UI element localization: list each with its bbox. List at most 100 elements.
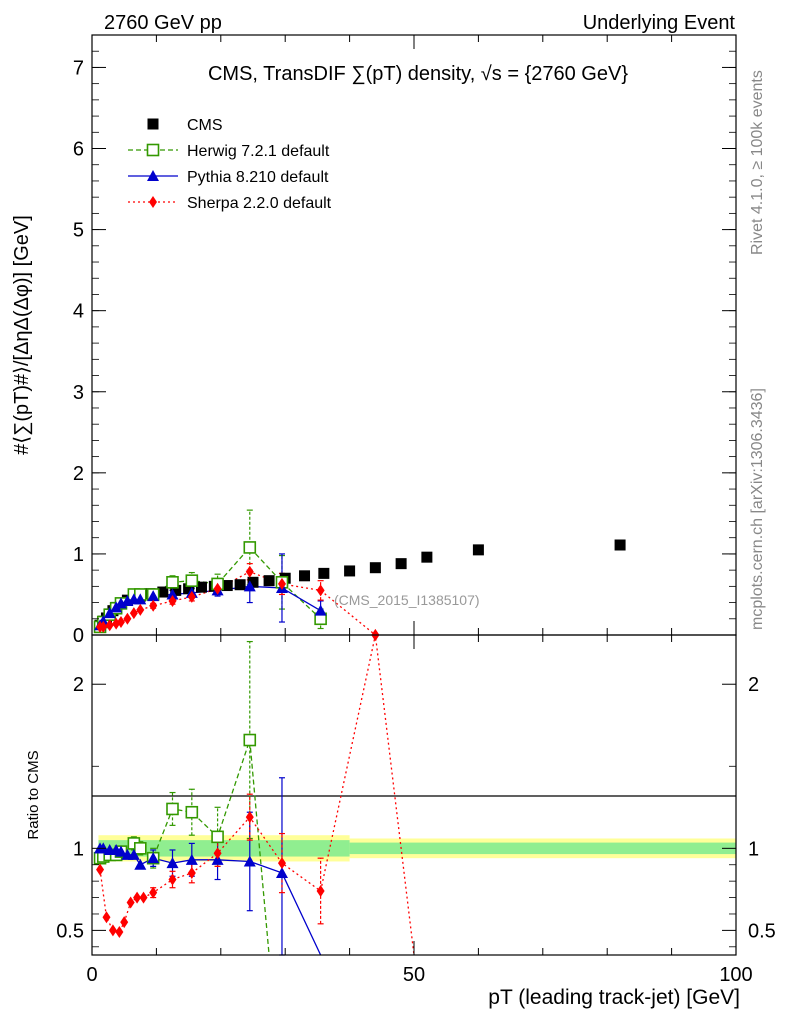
legend-label-pythia-8-210-default: Pythia 8.210 default — [187, 169, 329, 186]
legend-label-herwig-7-2-1-default: Herwig 7.2.1 default — [187, 143, 330, 160]
main-ytick-label: 7 — [73, 57, 84, 79]
main-point-cms — [299, 570, 311, 582]
main-point-cms — [221, 580, 233, 592]
main-point-sherpa-2-2-0-default — [123, 612, 132, 625]
ratio-ytick-label-right: 1 — [748, 838, 759, 860]
ratio-xtick-label: 0 — [86, 964, 97, 986]
ratio-point-herwig-7-2-1-default — [166, 802, 179, 816]
main-point-cms — [157, 586, 169, 598]
main-point-sherpa-2-2-0-default — [99, 620, 108, 633]
main-point-pythia-8-210-default — [166, 588, 179, 600]
ratio-point-pythia-8-210-default — [211, 853, 224, 865]
analysis-watermark: (CMS_2015_I1385107) — [334, 592, 480, 608]
ratio-point-sherpa-2-2-0-default — [213, 847, 222, 860]
main-point-cms — [263, 575, 275, 587]
main-ytick-label: 4 — [73, 301, 84, 323]
main-point-cms — [195, 581, 207, 593]
ratio-point-pythia-8-210-default — [166, 857, 179, 869]
main-ytick-label: 0 — [73, 625, 84, 647]
main-point-cms — [170, 584, 182, 596]
legend: CMS Herwig 7.2.1 default Pythia 8.210 defa… — [128, 117, 332, 212]
legend-marker-cms — [147, 118, 159, 130]
main-point-cms — [247, 576, 259, 588]
ratio-point-pythia-8-210-default — [114, 845, 127, 857]
main-point-sherpa-2-2-0-default — [129, 607, 138, 620]
ratio-xtick-label: 50 — [403, 964, 425, 986]
main-ytick-label: 3 — [73, 382, 84, 404]
main-point-herwig-7-2-1-default — [166, 575, 179, 589]
ratio-frame — [91, 634, 737, 956]
ratio-point-sherpa-2-2-0-default — [316, 885, 325, 897]
ratio-point-herwig-7-2-1-default — [134, 842, 147, 855]
main-point-cms — [183, 583, 195, 595]
main-point-sherpa-2-2-0-default — [316, 584, 325, 597]
ratio-y-axis-label: Ratio to CMS — [25, 750, 42, 839]
main-title: CMS, TransDIF ∑(pT) density, √s = {2760 … — [208, 63, 628, 85]
ratio-reference-bands — [98, 835, 736, 862]
main-panel: 0 1 2 3 4 5 6 7 CMS, TransDIF ∑(pT) density, √s… — [11, 34, 737, 647]
legend-marker-pythia-8-210-default — [147, 170, 159, 181]
main-point-pythia-8-210-default — [314, 604, 327, 616]
main-point-pythia-8-210-default — [134, 593, 147, 605]
legend-marker-herwig-7-2-1-default — [146, 143, 160, 157]
main-ytick-label: 5 — [73, 220, 84, 242]
main-y-axis-label: #⟨∑(pT)#⟩/[ΔηΔ(Δφ)] [GeV] — [11, 215, 33, 455]
ratio-point-sherpa-2-2-0-default — [149, 886, 158, 899]
ratio-point-sherpa-2-2-0-default — [120, 916, 129, 929]
ratio-point-sherpa-2-2-0-default — [245, 811, 254, 824]
ratio-line-sherpa-2-2-0-default — [99, 634, 415, 956]
ratio-point-pythia-8-210-default — [147, 852, 160, 864]
ratio-point-sherpa-2-2-0-default — [96, 863, 105, 876]
main-point-cms — [318, 567, 330, 579]
main-ytick-label: 2 — [73, 463, 84, 485]
ratio-point-sherpa-2-2-0-default — [277, 857, 286, 870]
ratio-ytick-label: 0.5 — [56, 920, 84, 942]
ratio-point-sherpa-2-2-0-default — [108, 924, 117, 937]
ratio-xtick-label: 100 — [719, 964, 752, 986]
ratio-series-lines — [99, 634, 415, 956]
ratio-axis-ticks: 0.5 0.5 1 1 2 2 0 50 100 — [56, 635, 776, 986]
ratio-point-herwig-7-2-1-default — [243, 733, 257, 747]
main-point-sherpa-2-2-0-default — [213, 582, 222, 595]
ratio-point-pythia-8-210-default — [185, 853, 198, 865]
header-left: 2760 GeV pp — [104, 12, 222, 34]
ratio-point-sherpa-2-2-0-default — [126, 896, 135, 909]
rivet-label: Rivet 4.1.0, ≥ 100k events — [749, 70, 766, 255]
x-axis-label: pT (leading track-jet) [GeV] — [488, 986, 740, 1009]
main-point-cms — [369, 562, 381, 574]
ratio-ytick-label: 2 — [73, 674, 84, 696]
ratio-point-sherpa-2-2-0-default — [187, 866, 196, 879]
main-point-sherpa-2-2-0-default — [245, 565, 254, 578]
main-point-sherpa-2-2-0-default — [187, 590, 196, 603]
main-markers — [93, 539, 626, 641]
ratio-point-pythia-8-210-default — [134, 858, 147, 870]
ratio-point-sherpa-2-2-0-default — [139, 891, 148, 904]
main-point-cms — [421, 551, 433, 563]
main-point-pythia-8-210-default — [103, 607, 116, 619]
main-point-cms — [344, 565, 356, 577]
legend-label-cms: CMS — [187, 117, 223, 134]
ratio-point-pythia-8-210-default — [243, 855, 256, 867]
legend-marker-sherpa-2-2-0-default — [149, 196, 157, 208]
ratio-band-inner — [349, 842, 736, 855]
main-ytick-label: 1 — [73, 544, 84, 566]
ratio-point-herwig-7-2-1-default — [211, 830, 224, 844]
main-axis-ticks: 0 1 2 3 4 5 6 7 — [73, 35, 737, 647]
main-point-sherpa-2-2-0-default — [277, 577, 286, 590]
main-point-sherpa-2-2-0-default — [116, 616, 125, 629]
ratio-error-bars — [130, 640, 324, 956]
main-point-sherpa-2-2-0-default — [105, 619, 114, 632]
ratio-panel: 0.5 0.5 1 1 2 2 0 50 100 Ratio to CMS pT (leadin… — [25, 629, 776, 1009]
main-point-pythia-8-210-default — [243, 580, 256, 592]
main-error-bars — [130, 509, 324, 630]
main-point-herwig-7-2-1-default — [185, 574, 199, 587]
ratio-point-herwig-7-2-1-default — [185, 805, 199, 819]
main-point-sherpa-2-2-0-default — [136, 603, 145, 616]
main-point-herwig-7-2-1-default — [243, 541, 257, 554]
ratio-point-sherpa-2-2-0-default — [168, 873, 177, 886]
ratio-band-inner — [98, 840, 350, 857]
main-point-sherpa-2-2-0-default — [149, 599, 158, 612]
header-right: Underlying Event — [583, 12, 736, 34]
main-line-sherpa-2-2-0-default — [100, 571, 376, 636]
